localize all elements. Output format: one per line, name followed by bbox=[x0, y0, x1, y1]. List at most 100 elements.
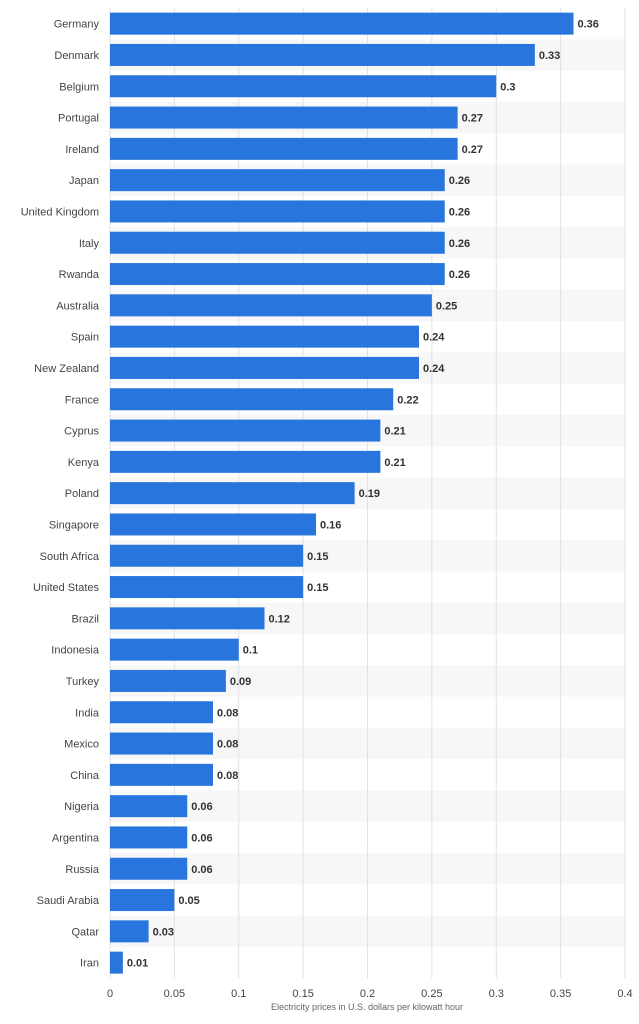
bar bbox=[110, 419, 381, 442]
category-label: New Zealand bbox=[34, 363, 99, 375]
category-label: India bbox=[75, 707, 100, 719]
category-label: Rwanda bbox=[59, 269, 100, 281]
category-label: Ireland bbox=[65, 144, 99, 156]
value-label: 0.25 bbox=[436, 300, 457, 312]
x-tick-label: 0.4 bbox=[617, 988, 632, 1000]
value-label: 0.24 bbox=[423, 332, 445, 344]
value-label: 0.01 bbox=[127, 958, 148, 970]
category-label: Germany bbox=[54, 19, 100, 31]
bar bbox=[110, 795, 188, 818]
bar bbox=[110, 12, 574, 35]
bar bbox=[110, 951, 123, 974]
value-label: 0.09 bbox=[230, 676, 251, 688]
category-label: United Kingdom bbox=[21, 206, 99, 218]
value-label: 0.27 bbox=[462, 144, 483, 156]
value-label: 0.16 bbox=[320, 519, 341, 531]
value-label: 0.27 bbox=[462, 113, 483, 125]
bar bbox=[110, 857, 188, 880]
category-label: Iran bbox=[80, 958, 99, 970]
x-tick-label: 0.3 bbox=[489, 988, 504, 1000]
value-label: 0.12 bbox=[269, 613, 290, 625]
category-label: Italy bbox=[79, 238, 100, 250]
bar bbox=[110, 137, 458, 160]
category-label: Brazil bbox=[71, 613, 99, 625]
value-label: 0.05 bbox=[178, 895, 199, 907]
bar bbox=[110, 576, 304, 599]
value-label: 0.08 bbox=[217, 739, 238, 751]
category-label: Russia bbox=[65, 864, 100, 876]
bar bbox=[110, 889, 175, 912]
value-label: 0.03 bbox=[153, 926, 174, 938]
value-label: 0.06 bbox=[191, 832, 212, 844]
value-labels: 0.36 0.33 0.3 0.27 0.27 0.26 0.26 0.26 0.26 0.25 0… bbox=[127, 19, 599, 970]
bar bbox=[110, 263, 445, 286]
bar bbox=[110, 482, 355, 505]
x-tick-label: 0 bbox=[107, 988, 113, 1000]
value-label: 0.08 bbox=[217, 707, 238, 719]
x-tick-label: 0.35 bbox=[550, 988, 571, 1000]
bar bbox=[110, 106, 458, 129]
x-tick-label: 0.05 bbox=[164, 988, 185, 1000]
value-label: 0.3 bbox=[500, 81, 515, 93]
bar bbox=[110, 732, 213, 755]
category-labels: Germany Denmark Belgium Portugal Ireland Japa… bbox=[21, 19, 100, 970]
value-label: 0.22 bbox=[397, 394, 418, 406]
value-label: 0.33 bbox=[539, 50, 560, 62]
category-label: South Africa bbox=[40, 551, 100, 563]
bar bbox=[110, 544, 304, 567]
category-label: Argentina bbox=[52, 832, 100, 844]
x-axis-title: Electricity prices in U.S. dollars per k… bbox=[271, 1002, 463, 1012]
category-label: Turkey bbox=[66, 676, 100, 688]
category-label: Australia bbox=[56, 300, 100, 312]
category-label: Indonesia bbox=[51, 645, 100, 657]
category-label: Portugal bbox=[58, 113, 99, 125]
bar bbox=[110, 607, 265, 630]
value-label: 0.19 bbox=[359, 488, 380, 500]
value-label: 0.26 bbox=[449, 175, 470, 187]
bar bbox=[110, 701, 213, 724]
bar bbox=[110, 763, 213, 786]
x-tick-label: 0.1 bbox=[231, 988, 246, 1000]
bar bbox=[110, 200, 445, 223]
value-label: 0.26 bbox=[449, 269, 470, 281]
category-label: France bbox=[65, 394, 99, 406]
bar bbox=[110, 231, 445, 254]
category-label: Spain bbox=[71, 332, 99, 344]
category-label: Cyprus bbox=[64, 426, 99, 438]
value-label: 0.15 bbox=[307, 582, 328, 594]
value-label: 0.26 bbox=[449, 206, 470, 218]
category-label: Singapore bbox=[49, 519, 99, 531]
value-label: 0.1 bbox=[243, 645, 258, 657]
category-label: Saudi Arabia bbox=[37, 895, 100, 907]
x-tick-label: 0.15 bbox=[292, 988, 313, 1000]
category-label: Poland bbox=[65, 488, 99, 500]
value-label: 0.15 bbox=[307, 551, 328, 563]
value-label: 0.06 bbox=[191, 864, 212, 876]
bar bbox=[110, 669, 226, 692]
value-label: 0.36 bbox=[578, 19, 599, 31]
value-label: 0.08 bbox=[217, 770, 238, 782]
category-label: United States bbox=[33, 582, 100, 594]
bar bbox=[110, 43, 535, 66]
bar bbox=[110, 325, 419, 348]
category-label: Qatar bbox=[71, 926, 99, 938]
value-label: 0.06 bbox=[191, 801, 212, 813]
x-tick-label: 0.2 bbox=[360, 988, 375, 1000]
value-label: 0.21 bbox=[384, 457, 405, 469]
category-label: Japan bbox=[69, 175, 99, 187]
bar bbox=[110, 450, 381, 473]
x-tick-label: 0.25 bbox=[421, 988, 442, 1000]
category-label: Belgium bbox=[59, 81, 99, 93]
bar bbox=[110, 513, 316, 536]
category-label: Nigeria bbox=[64, 801, 100, 813]
category-label: Kenya bbox=[68, 457, 100, 469]
bar bbox=[110, 75, 497, 98]
category-label: Mexico bbox=[64, 739, 99, 751]
bar bbox=[110, 826, 188, 849]
value-label: 0.21 bbox=[384, 426, 405, 438]
bar bbox=[110, 294, 432, 317]
value-label: 0.24 bbox=[423, 363, 445, 375]
bar bbox=[110, 388, 394, 411]
bar bbox=[110, 356, 419, 379]
